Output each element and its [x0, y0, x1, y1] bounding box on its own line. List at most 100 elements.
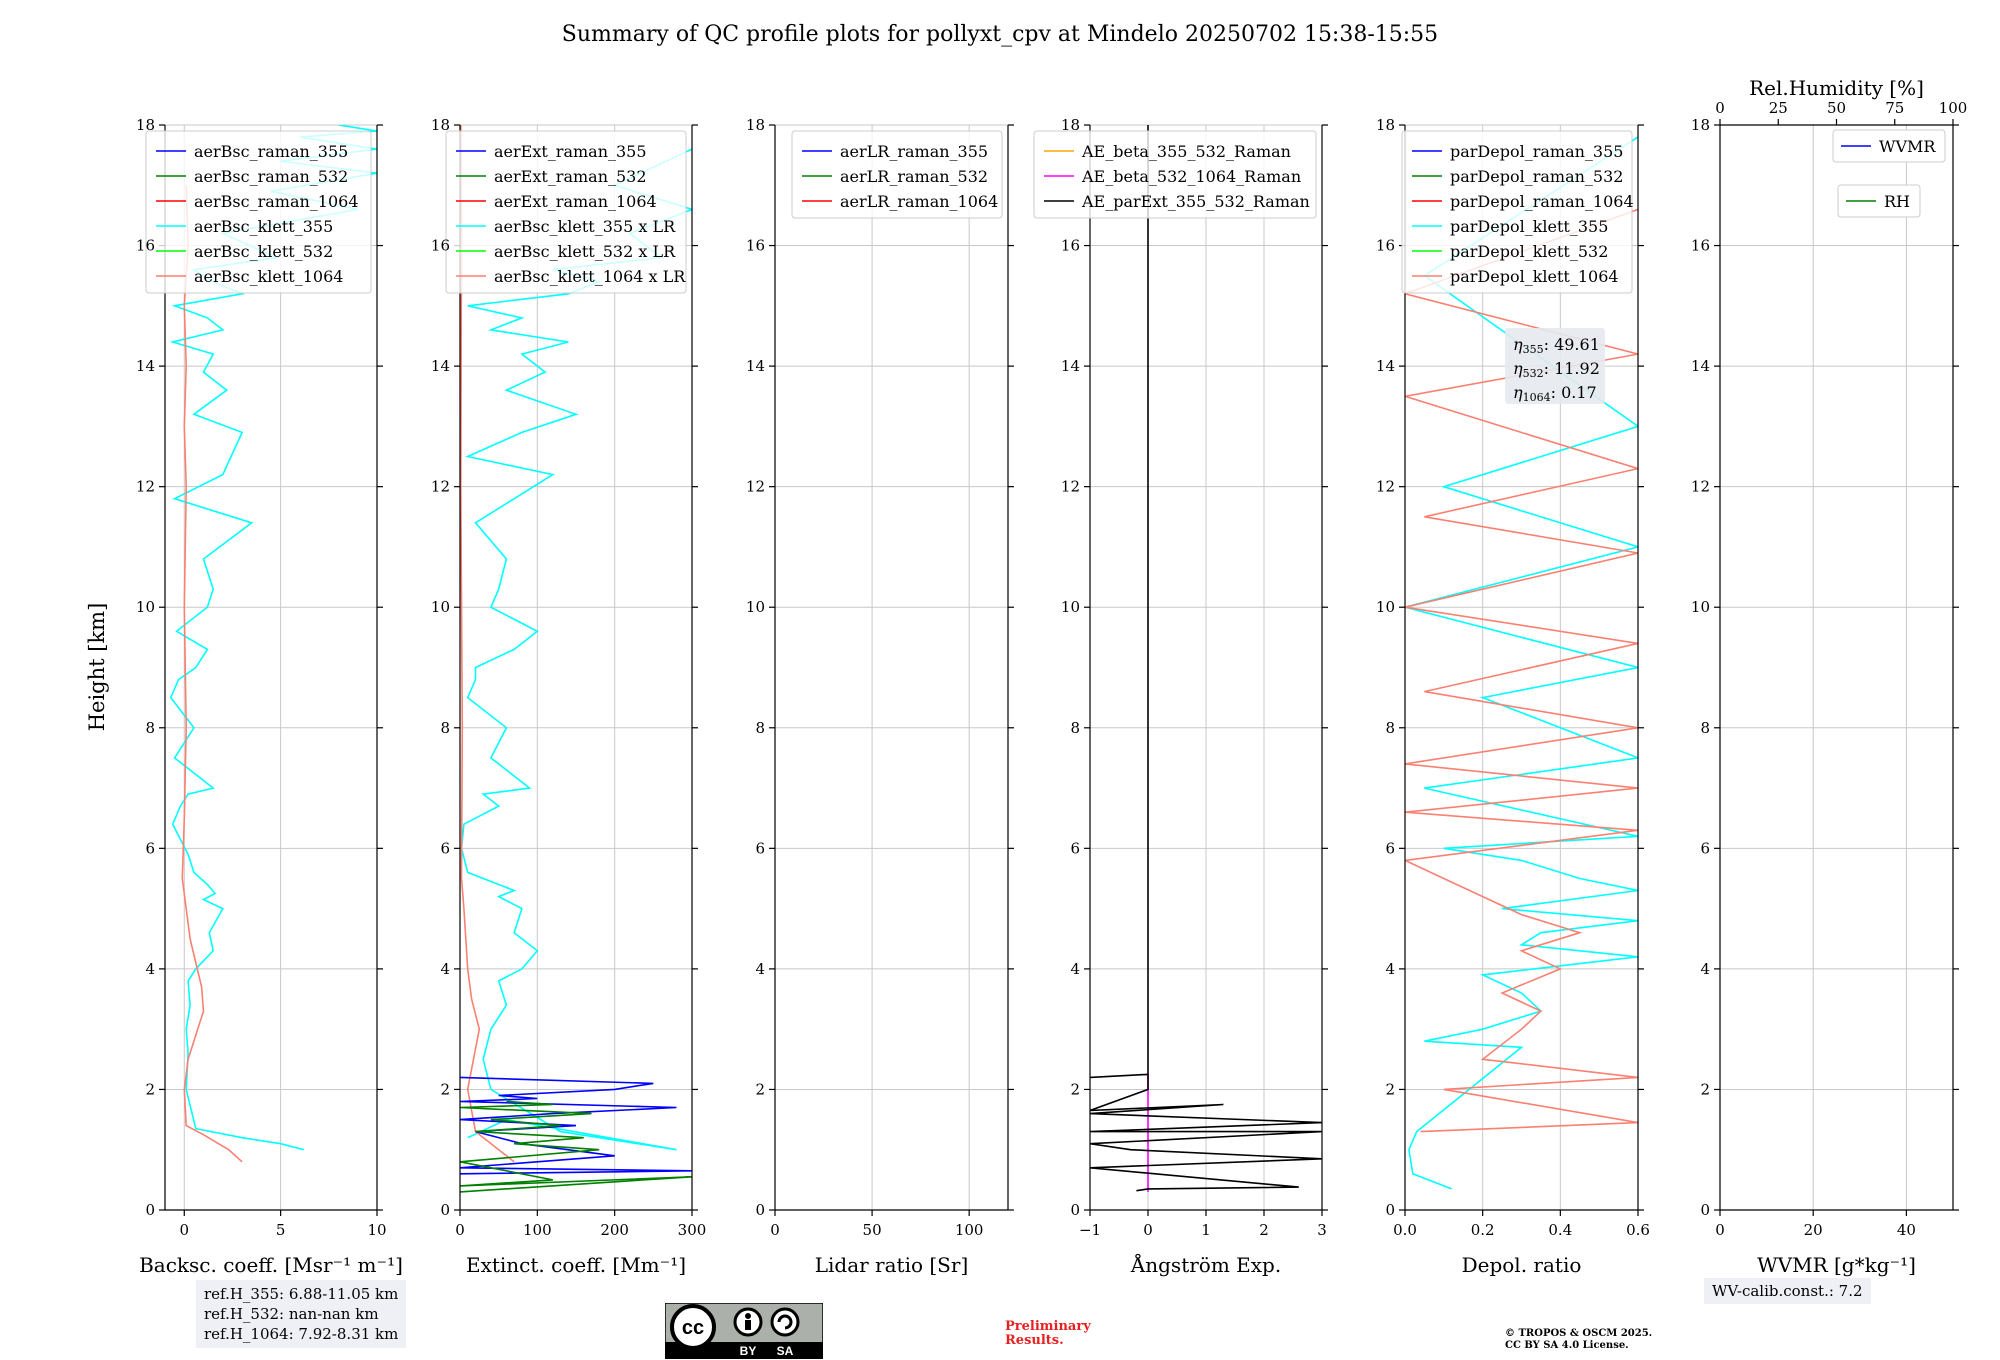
legend-label-aerBsc_klett_1064: aerBsc_klett_1064 — [194, 267, 343, 286]
preliminary-line-2: Results. — [1005, 1333, 1064, 1348]
ytick-label-2: 2 — [145, 1080, 155, 1098]
ytick-label-18: 18 — [431, 116, 450, 134]
ytick-label-12: 12 — [136, 478, 155, 496]
legend-label-aerLR_raman_1064: aerLR_raman_1064 — [840, 192, 998, 211]
eta-annotation-box — [1505, 328, 1605, 404]
xtick-label-20: 20 — [1804, 1221, 1823, 1239]
eta-annotation-2: η1064: 0.17 — [1513, 383, 1597, 404]
xtick-label-3: 3 — [1317, 1221, 1327, 1239]
ytick-label-8: 8 — [755, 719, 765, 737]
legend-label-aerBsc_klett_355: aerBsc_klett_355 — [194, 217, 333, 236]
legend-box — [791, 130, 1003, 219]
ytick-label-18: 18 — [136, 116, 155, 134]
ytick-label-12: 12 — [1691, 478, 1710, 496]
panel-6 — [1714, 119, 1959, 1216]
xtick-label-0: 0 — [1715, 1221, 1725, 1239]
x2tick-label-75: 75 — [1885, 99, 1904, 117]
ytick-label-0: 0 — [1070, 1201, 1080, 1219]
ytick-label-10: 10 — [136, 598, 155, 616]
series-aerBsc_klett_1064 — [181, 185, 243, 1163]
ytick-label-0: 0 — [1700, 1201, 1710, 1219]
x-axis-label: Extinct. coeff. [Mm⁻¹] — [466, 1253, 686, 1277]
legend-label-AE_parExt_355_532_Raman: AE_parExt_355_532_Raman — [1081, 192, 1310, 211]
x-axis-label: Ångström Exp. — [1130, 1252, 1281, 1277]
ref-height-355: ref.H_355: 6.88-11.05 km — [204, 1285, 399, 1303]
legend-box — [1837, 184, 1921, 218]
xtick-label-0: 0 — [455, 1221, 465, 1239]
xtick-label-300: 300 — [678, 1221, 707, 1239]
xtick-label-50: 50 — [863, 1221, 882, 1239]
legend-box — [1832, 129, 1946, 163]
ytick-label-8: 8 — [1385, 719, 1395, 737]
ytick-label-12: 12 — [431, 478, 450, 496]
panel-4 — [1033, 124, 1328, 1216]
series-aerBsc_klett_355 x LR — [460, 148, 692, 1151]
legend-box — [1033, 130, 1317, 219]
xtick-label-100: 100 — [955, 1221, 984, 1239]
ytick-label-4: 4 — [1700, 960, 1710, 978]
legend-label-aerBsc_klett_532 x LR: aerBsc_klett_532 x LR — [494, 242, 676, 261]
xtick-label-5: 5 — [276, 1221, 286, 1239]
ytick-label-2: 2 — [1070, 1080, 1080, 1098]
ytick-label-16: 16 — [1691, 237, 1710, 255]
x2-axis-label: Rel.Humidity [%] — [1749, 76, 1924, 100]
ytick-label-2: 2 — [1385, 1080, 1395, 1098]
legend-label-aerBsc_klett_355 x LR: aerBsc_klett_355 x LR — [494, 217, 676, 236]
preliminary-line-1: Preliminary — [1005, 1319, 1091, 1334]
x-axis-label: Depol. ratio — [1462, 1253, 1582, 1277]
ytick-label-6: 6 — [1700, 839, 1710, 857]
legend-label-AE_beta_355_532_Raman: AE_beta_355_532_Raman — [1081, 142, 1291, 161]
ytick-label-4: 4 — [440, 960, 450, 978]
ytick-label-12: 12 — [1061, 478, 1080, 496]
ytick-label-10: 10 — [1061, 598, 1080, 616]
figure-title: Summary of QC profile plots for pollyxt_… — [561, 22, 1439, 47]
ytick-label-14: 14 — [746, 357, 765, 375]
ytick-label-16: 16 — [1376, 237, 1395, 255]
legend-label-RH: RH — [1884, 192, 1910, 211]
legend-label-WVMR: WVMR — [1879, 137, 1936, 156]
ytick-label-14: 14 — [1691, 357, 1710, 375]
preliminary-notice: Preliminary Results. — [1005, 1320, 1091, 1348]
legend-label-aerBsc_klett_1064 x LR: aerBsc_klett_1064 x LR — [494, 267, 686, 286]
xtick-label-0: 0.0 — [1393, 1221, 1417, 1239]
legend-box — [1401, 130, 1633, 294]
ytick-label-14: 14 — [1376, 357, 1395, 375]
eta-annotation-0: η355: 49.61 — [1513, 335, 1600, 356]
legend-label-AE_beta_532_1064_Raman: AE_beta_532_1064_Raman — [1081, 167, 1301, 186]
ytick-label-6: 6 — [1385, 839, 1395, 857]
ytick-label-8: 8 — [1700, 719, 1710, 737]
y-axis-label: Height [km] — [85, 603, 109, 732]
legend-label-aerExt_raman_355: aerExt_raman_355 — [494, 142, 647, 161]
panel-1 — [145, 124, 383, 1216]
ytick-label-4: 4 — [1385, 960, 1395, 978]
legend-label-aerBsc_raman_532: aerBsc_raman_532 — [194, 167, 348, 186]
series-parDepol_klett_1064 — [1405, 208, 1638, 1133]
x-axis-label: Lidar ratio [Sr] — [815, 1253, 969, 1277]
ytick-label-18: 18 — [1376, 116, 1395, 134]
ytick-label-14: 14 — [1061, 357, 1080, 375]
xtick-label-0.4: 0.4 — [1548, 1221, 1572, 1239]
copyright-notice: © TROPOS & OSCM 2025. CC BY SA 4.0 Licen… — [1505, 1328, 1652, 1352]
xtick-label-200: 200 — [600, 1221, 629, 1239]
ytick-label-4: 4 — [755, 960, 765, 978]
ytick-label-6: 6 — [145, 839, 155, 857]
legend-label-parDepol_klett_1064: parDepol_klett_1064 — [1450, 267, 1619, 286]
cc-logo-text: cc — [682, 1317, 704, 1339]
cc-logo-by: BY — [740, 1344, 757, 1358]
ytick-label-4: 4 — [145, 960, 155, 978]
ytick-label-6: 6 — [755, 839, 765, 857]
ytick-label-10: 10 — [431, 598, 450, 616]
ytick-label-2: 2 — [755, 1080, 765, 1098]
legend-label-aerBsc_klett_532: aerBsc_klett_532 — [194, 242, 333, 261]
xtick-label-100: 100 — [523, 1221, 552, 1239]
legend-label-parDepol_raman_355: parDepol_raman_355 — [1450, 142, 1623, 161]
xtick-label-0: 0 — [1143, 1221, 1153, 1239]
copyright-line-1: © TROPOS & OSCM 2025. — [1505, 1328, 1653, 1339]
x2tick-label-100: 100 — [1939, 99, 1968, 117]
ytick-label-0: 0 — [440, 1201, 450, 1219]
cc-by-sa-logo: cc BY SA — [665, 1303, 823, 1359]
ytick-label-10: 10 — [1691, 598, 1710, 616]
x2tick-label-25: 25 — [1769, 99, 1788, 117]
ytick-label-16: 16 — [431, 237, 450, 255]
ytick-label-16: 16 — [746, 237, 765, 255]
